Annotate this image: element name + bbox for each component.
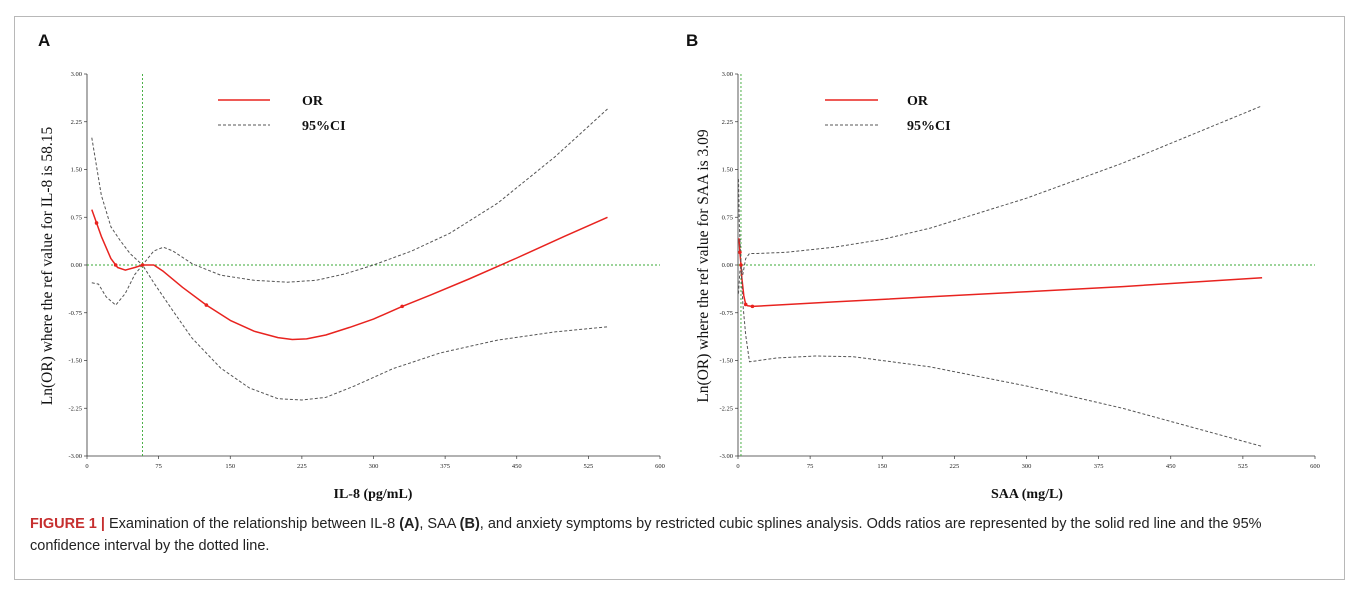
panel-b-ci-upper-line — [738, 105, 1263, 275]
panel-b-y-tick-label: 1.50 — [722, 167, 733, 174]
caption-label: FIGURE 1 | — [30, 516, 105, 532]
panel-a-y-tick-label: 0.75 — [71, 214, 82, 221]
panel-a-or-line — [91, 209, 608, 341]
panel-b-y-tick-label: -1.50 — [719, 358, 733, 365]
figure-caption: FIGURE 1 | Examination of the relationsh… — [30, 513, 1320, 557]
panel-a-y-tick-label: 3.00 — [71, 71, 82, 78]
panel-a-legend-or: OR — [302, 94, 324, 109]
panel-b-x-tick-label: 375 — [1094, 463, 1104, 470]
caption-marker-a: (A) — [399, 516, 420, 532]
panel-a-x-tick-label: 0 — [85, 463, 88, 470]
panel-b-x-tick-label: 600 — [1310, 463, 1320, 470]
panel-a-knot-point — [113, 263, 118, 267]
panel-a: A Ln(OR) where the ref value for IL-8 is… — [38, 31, 665, 502]
caption-text-2: , SAA — [419, 516, 460, 532]
panel-b-legend-ci: 95%CI — [907, 119, 951, 134]
panel-b-ylabel: Ln(OR) where the ref value for SAA is 3.… — [695, 129, 712, 403]
panel-b-knot-point — [738, 250, 742, 255]
panel-b-x-tick-label: 225 — [950, 463, 960, 470]
panel-a-x-tick-label: 375 — [440, 463, 450, 470]
panel-b-y-tick-label: -0.75 — [719, 310, 733, 317]
panel-b-y-tick-label: 3.00 — [722, 71, 733, 78]
figure-panels: A Ln(OR) where the ref value for IL-8 is… — [38, 31, 1320, 502]
caption-marker-b: (B) — [459, 516, 480, 532]
panel-b-x-tick-label: 150 — [877, 463, 887, 470]
panel-a-y-tick-label: 1.50 — [71, 167, 82, 174]
panel-b-y-tick-label: 0.00 — [722, 262, 733, 269]
panel-a-ci-upper-line — [91, 108, 608, 283]
panel-a-knot-point — [94, 221, 99, 225]
panel-a-y-tick-label: -3.00 — [68, 453, 82, 460]
panel-b-y-tick-label: 0.75 — [722, 214, 733, 221]
panel-b-knot-point — [750, 304, 755, 309]
panel-b-x-tick-label: 0 — [736, 463, 739, 470]
panel-b-xlabel: SAA (mg/L) — [991, 487, 1063, 502]
panel-a-x-tick-label: 75 — [155, 463, 162, 470]
panel-a-knot-point — [400, 304, 404, 309]
caption-text-3: , and anxiety symptoms by restricted cub… — [30, 516, 1262, 554]
panel-b-x-tick-label: 300 — [1022, 463, 1032, 470]
panel-b-knot-point — [743, 302, 748, 307]
panel-a-y-tick-label: -1.50 — [68, 358, 82, 365]
panel-b-x-tick-label: 450 — [1166, 463, 1176, 470]
panel-a-x-tick-label: 525 — [584, 463, 594, 470]
panel-a-knot-point — [140, 263, 145, 267]
panel-a-y-tick-label: -2.25 — [68, 405, 82, 412]
panel-b-ci-lower-line — [738, 264, 1263, 447]
panel-b-x-tick-label: 75 — [807, 463, 814, 470]
panel-b: B Ln(OR) where the ref value for SAA is … — [686, 31, 1320, 502]
panel-a-y-tick-label: -0.75 — [68, 310, 82, 317]
panel-a-legend-ci: 95%CI — [302, 119, 346, 134]
panel-a-ci-lower-line — [91, 264, 608, 401]
panel-b-knot-point — [739, 263, 743, 267]
panel-a-xlabel: IL-8 (pg/mL) — [334, 487, 413, 502]
panel-b-y-tick-label: -2.25 — [719, 405, 733, 412]
figure-frame — [14, 16, 1345, 580]
panel-a-x-tick-label: 600 — [655, 463, 665, 470]
caption-text-1: Examination of the relationship between … — [104, 516, 400, 532]
panel-a-plot: 3.00 2.25 1.50 0.75 0.00 -0.75 -1.50 -2.25 -3.00… — [68, 71, 664, 470]
panel-b-legend-or: OR — [907, 94, 929, 109]
panel-a-y-tick-label: 2.25 — [71, 119, 82, 126]
panel-a-label: A — [38, 31, 50, 50]
panel-a-y-tick-label: 0.00 — [71, 262, 82, 269]
panel-a-knot-point — [204, 303, 209, 307]
panel-b-x-tick-label: 525 — [1238, 463, 1248, 470]
panel-a-x-tick-label: 150 — [225, 463, 235, 470]
panel-a-x-tick-label: 225 — [297, 463, 307, 470]
panel-b-plot: 3.00 2.25 1.50 0.75 0.00 -0.75 -1.50 -2.25 -3.00… — [719, 71, 1319, 470]
panel-a-ylabel: Ln(OR) where the ref value for IL-8 is 5… — [39, 127, 56, 406]
panel-b-label: B — [686, 31, 698, 50]
panel-a-x-tick-label: 450 — [512, 463, 522, 470]
panel-a-legend: OR 95%CI — [218, 94, 346, 134]
panel-b-legend: OR 95%CI — [825, 94, 951, 134]
panel-b-y-tick-label: 2.25 — [722, 119, 733, 126]
panel-a-x-tick-label: 300 — [369, 463, 379, 470]
panel-b-y-tick-label: -3.00 — [719, 453, 733, 460]
